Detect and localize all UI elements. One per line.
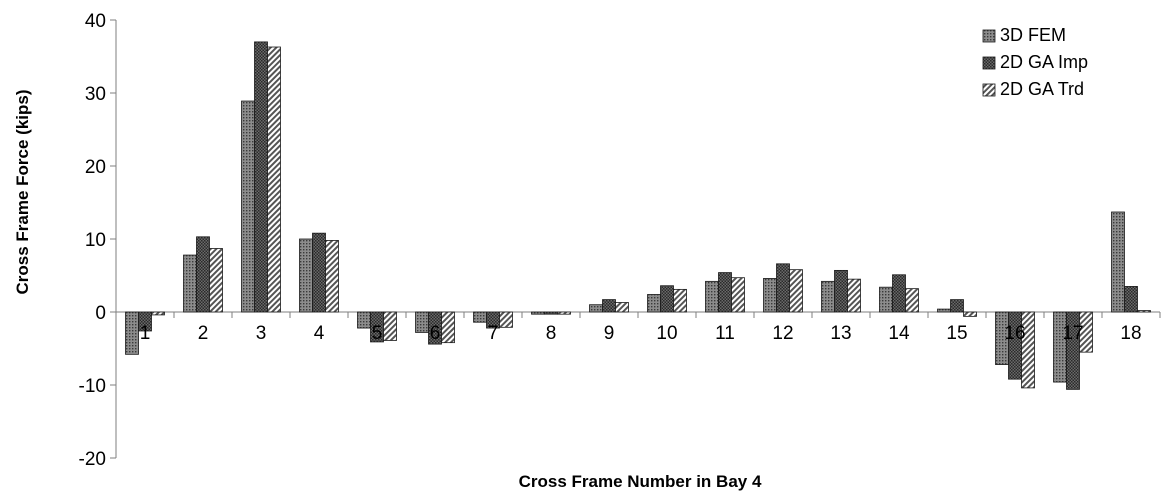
bar-diagonal-cat-8 xyxy=(557,311,571,315)
legend-label: 2D GA Imp xyxy=(1000,52,1088,72)
y-tick-label: 20 xyxy=(85,157,106,178)
axes xyxy=(110,19,1161,459)
y-tick-label: -10 xyxy=(79,376,106,397)
x-tick-label: 15 xyxy=(946,323,967,344)
y-axis-title: Cross Frame Force (kips) xyxy=(13,89,32,294)
x-tick-label: 4 xyxy=(314,323,325,344)
legend-label: 2D GA Trd xyxy=(1000,79,1084,99)
y-tick-label: 0 xyxy=(95,303,106,324)
bar-diagonal-cat-12 xyxy=(789,269,803,313)
bar-diagonal-cat-3 xyxy=(267,46,281,313)
bar-diagonal-cat-13 xyxy=(847,278,861,313)
legend: 3D FEM 2D GA Imp 2D GA Trd xyxy=(982,25,1088,99)
x-tick-label: 12 xyxy=(772,323,793,344)
bar-diagonal-cat-6 xyxy=(441,311,455,344)
bar-dots-cat-12 xyxy=(763,278,777,313)
legend-swatch xyxy=(982,29,996,43)
bar-diagonal-cat-17 xyxy=(1079,311,1093,353)
y-tick-label: 10 xyxy=(85,230,106,251)
bar-dots-cat-3 xyxy=(241,100,255,313)
y-tick-label: -20 xyxy=(79,449,106,470)
bar-diagonal-cat-10 xyxy=(673,288,687,313)
x-tick-label: 11 xyxy=(715,323,735,344)
x-tick-label: 6 xyxy=(430,323,441,344)
bar-crosshatch-cat-4 xyxy=(312,232,326,313)
bar-dots-cat-1 xyxy=(125,311,139,355)
bar-diagonal-cat-5 xyxy=(383,311,397,341)
bar-diagonal-cat-4 xyxy=(325,240,339,313)
x-tick-label: 16 xyxy=(1004,323,1025,344)
x-tick-label: 18 xyxy=(1120,323,1141,344)
bar-diagonal-cat-15 xyxy=(963,311,977,317)
bar-crosshatch-cat-2 xyxy=(196,236,210,313)
bar-dots-cat-2 xyxy=(183,254,197,313)
x-tick-label: 8 xyxy=(546,323,557,344)
x-tick-label: 14 xyxy=(888,323,910,344)
bar-dots-cat-14 xyxy=(879,286,893,313)
bar-diagonal-cat-7 xyxy=(499,311,513,328)
bar-dots-cat-13 xyxy=(821,280,835,313)
bar-dots-cat-10 xyxy=(647,294,661,313)
bar-crosshatch-cat-1 xyxy=(138,311,152,332)
bar-diagonal-cat-14 xyxy=(905,288,919,313)
x-tick-label: 5 xyxy=(372,323,383,344)
bar-crosshatch-cat-11 xyxy=(718,272,732,313)
x-tick-label: 9 xyxy=(604,323,615,344)
x-tick-label: 2 xyxy=(198,323,209,344)
x-tick-label: 7 xyxy=(488,323,499,344)
y-tick-label: 30 xyxy=(85,84,106,105)
bars xyxy=(125,41,1151,390)
bar-diagonal-cat-16 xyxy=(1021,311,1035,389)
bar-dots-cat-8 xyxy=(531,311,545,315)
bar-crosshatch-cat-18 xyxy=(1124,286,1138,313)
legend-label: 3D FEM xyxy=(1000,25,1066,45)
bar-diagonal-cat-1 xyxy=(151,311,165,316)
bar-crosshatch-cat-12 xyxy=(776,263,790,313)
bar-dots-cat-5 xyxy=(357,311,371,329)
bar-crosshatch-cat-9 xyxy=(602,299,616,313)
bar-crosshatch-cat-15 xyxy=(950,299,964,313)
bar-crosshatch-cat-13 xyxy=(834,269,848,313)
bar-crosshatch-cat-3 xyxy=(254,41,268,313)
bar-diagonal-cat-11 xyxy=(731,277,745,313)
bar-dots-cat-18 xyxy=(1111,211,1125,313)
bar-dots-cat-9 xyxy=(589,304,603,313)
x-tick-label: 3 xyxy=(256,323,267,344)
x-axis-title: Cross Frame Number in Bay 4 xyxy=(519,472,762,491)
bar-dots-cat-4 xyxy=(299,238,313,313)
bar-crosshatch-cat-8 xyxy=(544,311,558,315)
bar-crosshatch-cat-14 xyxy=(892,274,906,313)
x-tick-label: 17 xyxy=(1062,323,1083,344)
bar-dots-cat-6 xyxy=(415,311,429,333)
bar-diagonal-cat-2 xyxy=(209,248,223,313)
x-tick-label: 1 xyxy=(140,323,151,344)
bar-dots-cat-11 xyxy=(705,280,719,313)
bar-diagonal-cat-18 xyxy=(1137,310,1151,313)
bar-crosshatch-cat-10 xyxy=(660,285,674,313)
bar-diagonal-cat-9 xyxy=(615,302,629,313)
y-tick-label: 40 xyxy=(85,11,106,32)
bar-dots-cat-7 xyxy=(473,311,487,323)
legend-swatch xyxy=(982,56,996,70)
legend-swatch xyxy=(982,83,996,97)
bar-dots-cat-15 xyxy=(937,308,951,313)
x-tick-label: 10 xyxy=(656,323,677,344)
x-tick-label: 13 xyxy=(830,323,851,344)
